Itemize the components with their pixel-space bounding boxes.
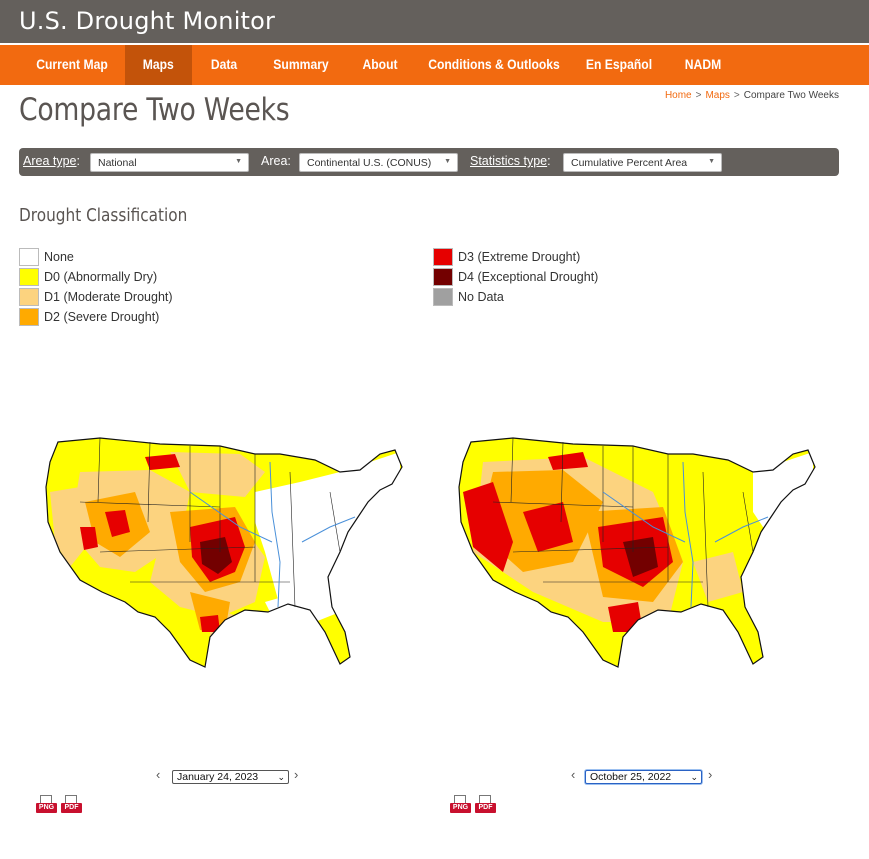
png-download-icon[interactable]: PNG [450,795,471,815]
date-select-right[interactable]: October 25, 2022 ⌄ [585,770,702,784]
png-badge: PNG [36,803,57,813]
chevron-right-icon[interactable]: › [708,767,713,782]
png-download-icon[interactable]: PNG [36,795,57,815]
date-value-left: January 24, 2023 [177,771,259,783]
date-control-right: ‹ October 25, 2022 ⌄ › [569,767,719,785]
legend-swatch [19,268,39,286]
nav-item-conditions-outlooks[interactable]: Conditions & Outlooks [428,57,560,72]
caret-down-icon: ⌄ [690,772,698,782]
legend-swatch [433,288,453,306]
nav-item-summary[interactable]: Summary [273,57,329,72]
us-drought-map-left [45,437,403,668]
area-type-link[interactable]: Area type [23,154,77,168]
site-title[interactable]: U.S. Drought Monitor [19,7,276,35]
legend-label: D3 (Extreme Drought) [458,250,581,264]
nav-item-maps-label: Maps [142,57,175,72]
legend-label: D4 (Exceptional Drought) [458,270,599,284]
legend-label: D1 (Moderate Drought) [44,290,173,304]
pdf-badge: PDF [475,803,496,813]
pdf-download-icon[interactable]: PDF [61,795,82,815]
pdf-badge: PDF [61,803,82,813]
nav-item-en-espanol[interactable]: En Español [585,57,653,72]
png-badge: PNG [450,803,471,813]
caret-down-icon: ▼ [708,158,715,165]
drought-map-left [40,432,410,682]
breadcrumb-current: Compare Two Weeks [743,90,839,101]
area-type-select[interactable]: National ▼ [90,153,249,172]
header-divider [0,43,869,45]
nav-item-nadm[interactable]: NADM [684,57,722,72]
nav-item-maps[interactable]: Maps [125,45,192,85]
caret-down-icon: ⌄ [277,772,285,782]
legend-swatch [19,308,39,326]
legend-label: No Data [458,290,504,304]
stats-type-select[interactable]: Cumulative Percent Area ▼ [563,153,722,172]
area-select[interactable]: Continental U.S. (CONUS) ▼ [299,153,458,172]
breadcrumb: Home > Maps > Compare Two Weeks [665,90,839,101]
legend-label: None [44,250,74,264]
stats-type-value: Cumulative Percent Area [571,157,688,169]
page-title: Compare Two Weeks [19,92,290,128]
breadcrumb-sep: > [695,90,702,101]
stats-type-label[interactable]: Statistics type: [470,154,551,168]
pdf-download-icon[interactable]: PDF [475,795,496,815]
legend-swatch [19,248,39,266]
nav-item-current-map[interactable]: Current Map [36,57,108,72]
area-type-value: National [98,157,137,169]
breadcrumb-maps[interactable]: Maps [705,90,730,101]
nav-item-data[interactable]: Data [210,57,238,72]
legend-title: Drought Classification [19,205,188,226]
area-type-colon: : [76,154,80,168]
legend-swatch [433,248,453,266]
chevron-left-icon[interactable]: ‹ [156,767,161,782]
chevron-right-icon[interactable]: › [294,767,299,782]
breadcrumb-sep: > [733,90,740,101]
legend-swatch [19,288,39,306]
area-value: Continental U.S. (CONUS) [307,157,432,169]
stats-type-link[interactable]: Statistics type [470,154,548,168]
nav-item-about[interactable]: About [362,57,398,72]
filter-bar: Area type: National ▼ Area: Continental … [19,148,839,176]
main-nav: Current Map Maps Data Summary About Cond… [0,45,869,85]
us-drought-map-right [458,437,816,668]
legend-swatch [433,268,453,286]
date-value-right: October 25, 2022 [590,771,672,783]
caret-down-icon: ▼ [235,158,242,165]
area-label: Area: [261,154,291,168]
date-control-left: ‹ January 24, 2023 ⌄ › [156,767,306,785]
drought-map-right [453,432,823,682]
stats-type-colon: : [547,154,551,168]
area-type-label[interactable]: Area type: [23,154,80,168]
breadcrumb-home[interactable]: Home [664,90,692,101]
date-select-left[interactable]: January 24, 2023 ⌄ [172,770,289,784]
site-header: U.S. Drought Monitor [0,0,869,43]
caret-down-icon: ▼ [444,158,451,165]
chevron-left-icon[interactable]: ‹ [571,767,576,782]
legend-label: D0 (Abnormally Dry) [44,270,158,284]
legend-label: D2 (Severe Drought) [44,310,160,324]
